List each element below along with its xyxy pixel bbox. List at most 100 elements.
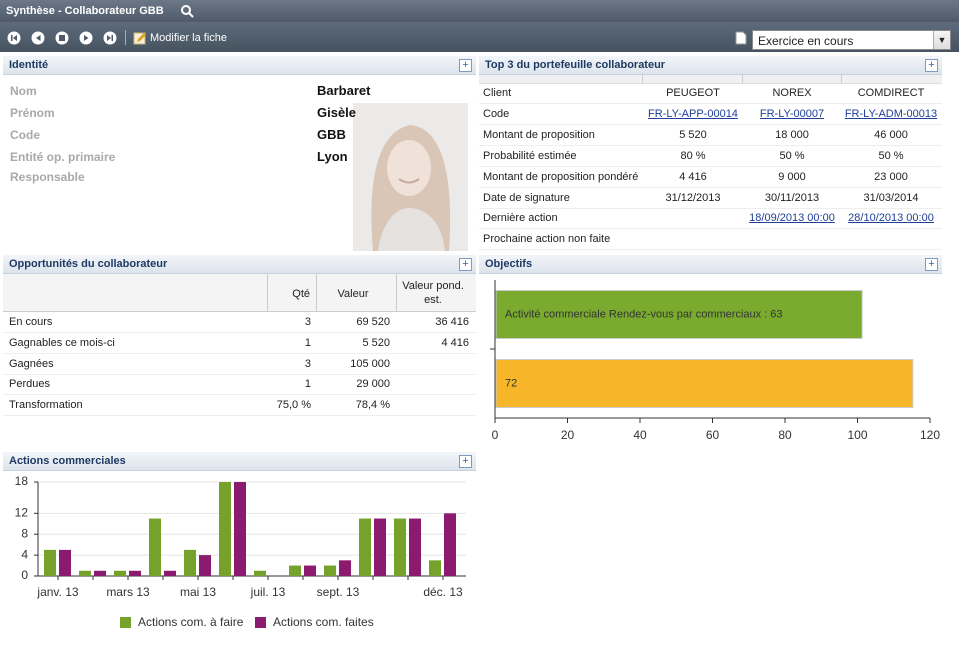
expand-button[interactable]: + [925,59,938,72]
expand-button[interactable]: + [459,59,472,72]
cell-link[interactable]: FR-LY-APP-00014 [648,107,738,120]
expand-button[interactable]: + [459,455,472,468]
row-label: Code [483,107,510,120]
cell: 46 000 [874,128,908,141]
cell: 78,4 % [355,399,390,412]
field-value: GBB [317,127,346,142]
x-tick-label: déc. 13 [423,585,463,599]
cell: 30/11/2013 [764,191,820,204]
bar [184,549,196,576]
row-separator [479,103,942,104]
cell: COMDIRECT [857,87,925,99]
edit-button[interactable]: Modifier la fiche [150,32,228,44]
row-label: Transformation [9,399,83,412]
panel-header: Top 3 du portefeuille collaborateur + [479,56,942,75]
row-label: Montant de proposition pondéré [483,170,639,183]
bar [254,570,266,576]
edit-icon[interactable] [133,31,147,45]
x-tick-label: 120 [920,428,940,442]
cell: 5 520 [362,336,390,349]
panel-title: Identité [9,59,49,71]
column-separator [316,274,317,311]
cell: 1 [304,336,311,349]
y-tick-label: 8 [21,526,28,540]
legend-swatch [255,617,266,628]
cell: 9 000 [778,170,806,183]
bar [149,518,161,576]
cell: 3 [304,357,311,370]
field-label: Code [10,128,40,142]
bar [94,570,106,576]
cell: 5 520 [679,128,707,141]
x-tick-label: sept. 13 [317,585,360,599]
row-separator [479,144,942,146]
cell: 29 000 [356,378,390,391]
bar [394,518,406,576]
cell: 31/03/2014 [863,191,919,204]
panel-title: Opportunités du collaborateur [9,258,168,270]
profile-photo [353,103,468,251]
cell: 69 520 [356,316,390,328]
table-strip [479,75,942,84]
bar [199,555,211,576]
x-tick-label: mars 13 [106,585,150,599]
y-tick-label: 0 [21,568,28,582]
row-separator [3,352,476,354]
column-header: Qté [292,288,310,300]
cell: 50 % [779,149,805,162]
toolbar: Modifier la fiche Exercice en cours ▼ [0,22,959,52]
cell: 36 416 [435,316,469,328]
dropdown-arrow[interactable]: ▼ [933,31,950,49]
cell: 75,0 % [276,399,311,412]
row-separator [3,415,476,417]
cell: 80 % [680,149,706,162]
bar [59,549,71,576]
expand-button[interactable]: + [925,258,938,271]
nav-buttons[interactable] [6,30,124,46]
column-separator [267,274,268,311]
title-bar: Synthèse - Collaborateur GBB [0,0,959,22]
period-value: Exercice en cours [758,34,854,48]
field-value: Barbaret [317,83,371,98]
legend-label: Actions com. à faire [138,615,244,629]
y-tick-label: 12 [15,506,29,520]
row-separator [3,394,476,396]
panel-header: Identité + [3,56,476,75]
column-header: Valeur [337,288,369,300]
row-separator [479,123,942,125]
cell-link[interactable]: 28/10/2013 00:00 [848,212,934,225]
bar [114,570,126,576]
bar [444,513,456,576]
field-label: Responsable [10,170,85,184]
panel-header: Opportunités du collaborateur + [3,255,476,274]
cell-link[interactable]: FR-LY-ADM-00013 [844,107,938,120]
field-value: Gisèle [317,105,357,120]
row-separator [479,186,942,188]
x-tick-label: mai 13 [180,585,216,599]
bar-text: Activité commerciale Rendez-vous par com… [505,308,783,320]
bar [359,518,371,576]
row-label: Client [483,87,512,99]
x-tick-label: 0 [492,428,499,442]
row-label: En cours [9,316,53,328]
cell-link[interactable]: FR-LY-00007 [759,107,825,120]
expand-button[interactable]: + [459,258,472,271]
cell: 4 416 [441,336,469,349]
period-select[interactable]: Exercice en cours ▼ [752,30,951,50]
x-tick-label: 60 [706,428,720,442]
row-label: Dernière action [483,212,558,225]
y-tick-label: 18 [15,474,29,488]
search-icon[interactable] [180,4,194,18]
x-tick-label: 80 [778,428,792,442]
bar-text: 72 [505,377,517,389]
cell: 4 416 [679,170,707,183]
bar [234,482,246,576]
column-separator [396,274,397,311]
x-tick-label: 100 [847,428,867,442]
cell-link[interactable]: 18/09/2013 00:00 [749,212,835,225]
cell: 31/12/2013 [665,191,721,204]
actions-chart: 0 4 8 12 18 janv. 13 mars 13 mai 13 juil. 13 sept… [15,474,466,629]
bar [339,560,351,576]
bar [304,565,316,576]
